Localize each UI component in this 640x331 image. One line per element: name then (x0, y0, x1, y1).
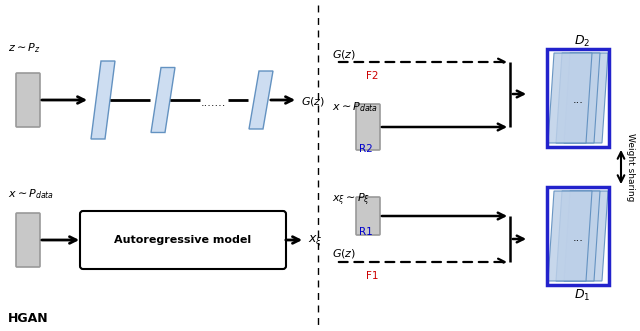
Polygon shape (556, 53, 600, 143)
Polygon shape (151, 68, 175, 132)
Text: $D_1$: $D_1$ (574, 287, 590, 303)
Text: Weight sharing: Weight sharing (627, 133, 636, 201)
Text: R1: R1 (359, 227, 372, 237)
FancyBboxPatch shape (16, 73, 40, 127)
Text: F2: F2 (366, 71, 378, 81)
Text: ...: ... (573, 95, 584, 105)
Polygon shape (548, 53, 592, 143)
Text: $x_\xi$: $x_\xi$ (308, 233, 323, 249)
Polygon shape (548, 191, 592, 281)
Text: F1: F1 (366, 271, 378, 281)
Text: Autoregressive model: Autoregressive model (115, 235, 252, 245)
Text: $z \sim P_z$: $z \sim P_z$ (8, 41, 40, 55)
FancyBboxPatch shape (356, 197, 380, 235)
Text: HGAN: HGAN (8, 311, 49, 324)
Polygon shape (91, 61, 115, 139)
Text: $x \sim P_{data}$: $x \sim P_{data}$ (332, 100, 378, 114)
Text: R2: R2 (359, 144, 372, 154)
Text: $G(z)$: $G(z)$ (332, 48, 356, 61)
Polygon shape (564, 53, 608, 143)
Text: $D_2$: $D_2$ (574, 33, 590, 49)
Polygon shape (249, 71, 273, 129)
Polygon shape (564, 191, 608, 281)
Text: $G(z)$: $G(z)$ (332, 248, 356, 260)
Polygon shape (556, 191, 600, 281)
Text: ...: ... (573, 233, 584, 243)
Text: .......: ....... (200, 98, 226, 108)
Text: $G(z)$: $G(z)$ (301, 94, 325, 108)
FancyBboxPatch shape (80, 211, 286, 269)
Text: $x_\xi \sim P_\xi$: $x_\xi \sim P_\xi$ (332, 192, 371, 208)
FancyBboxPatch shape (16, 213, 40, 267)
FancyBboxPatch shape (356, 104, 380, 150)
Text: $x \sim P_{data}$: $x \sim P_{data}$ (8, 187, 54, 201)
